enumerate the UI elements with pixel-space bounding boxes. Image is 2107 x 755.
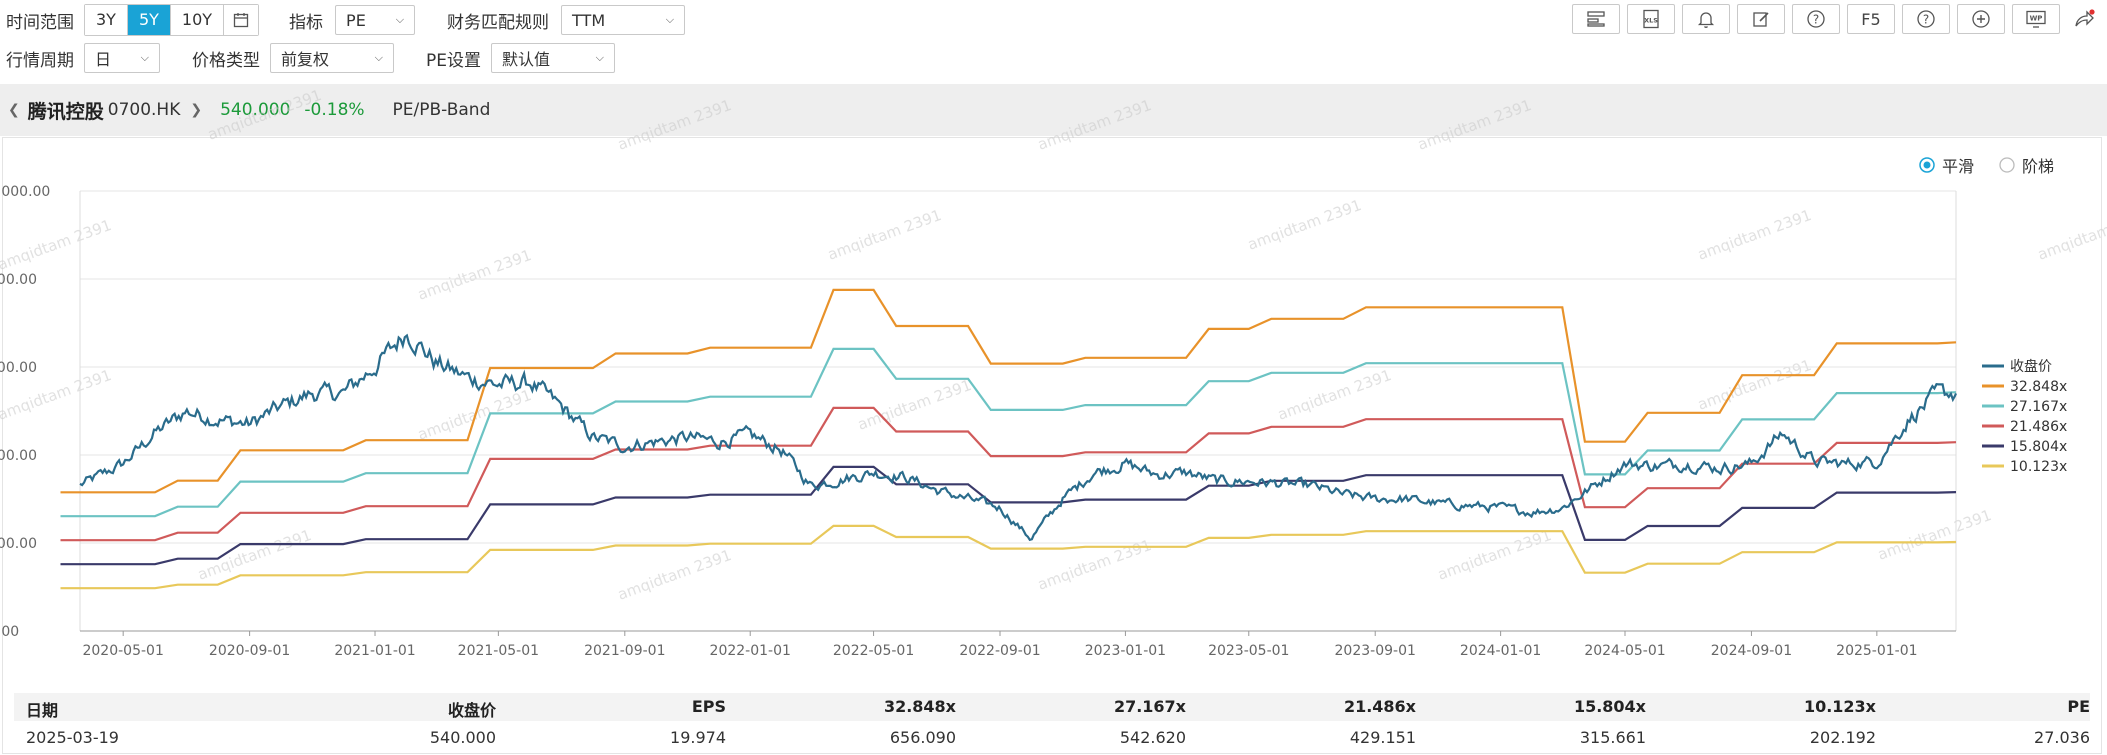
time-range-label: 时间范围 <box>6 12 74 33</box>
time-range-segment: 3Y 5Y 10Y <box>84 4 260 36</box>
price-type-label: 价格类型 <box>192 50 260 71</box>
row-date: 2025-03-19 <box>26 728 119 747</box>
chevron-down-icon: ⌵ <box>374 51 383 64</box>
stock-name: 腾讯控股 <box>27 100 104 123</box>
chevron-down-icon: ⌵ <box>395 13 405 26</box>
row-pe: 27.036 <box>2034 728 2090 747</box>
svg-text:?: ? <box>1813 13 1819 27</box>
indicator-select[interactable]: PE ⌵ <box>335 5 416 35</box>
share-icon[interactable] <box>2064 4 2104 34</box>
chart-panel <box>2 137 2102 754</box>
period-label: 行情周期 <box>6 50 74 71</box>
toolbar-row-2: 行情周期 日 ⌵ 价格类型 前复权 ⌵ PE设置 默认值 ⌵ <box>6 43 615 73</box>
col-eps-header: EPS <box>691 697 726 716</box>
table-row: 2025-03-19 540.000 19.974 656.090 542.62… <box>14 724 2090 752</box>
toolbar-row-1: 时间范围 3Y 5Y 10Y 指标 PE ⌵ 财务匹配规则 TTM ⌵ <box>6 4 686 36</box>
col-close-header: 收盘价 <box>447 701 496 720</box>
svg-text:WP: WP <box>2030 15 2043 23</box>
pe-setting-value: 默认值 <box>502 50 551 69</box>
col-band5-header: 10.123x <box>1803 697 1876 716</box>
period-select[interactable]: 日 ⌵ <box>84 43 160 73</box>
row-band1: 656.090 <box>889 728 956 747</box>
range-3y-button[interactable]: 3Y <box>85 5 128 35</box>
row-band3: 429.151 <box>1349 728 1416 747</box>
mode-radio-group: 平滑 阶梯 <box>1918 153 2054 177</box>
bell-icon[interactable] <box>1682 4 1730 34</box>
finance-rule-value: TTM <box>572 10 606 30</box>
calendar-icon[interactable] <box>224 5 259 35</box>
help-icon[interactable]: ? <box>1792 4 1840 34</box>
col-band2-header: 27.167x <box>1113 697 1186 716</box>
finance-rule-label: 财务匹配规则 <box>447 12 550 33</box>
question-icon[interactable]: ? <box>1902 4 1950 34</box>
chevron-down-icon: ⌵ <box>140 51 149 64</box>
breadcrumb: ❮ 腾讯控股 0700.HK ❯ 540.000 -0.18% PE/PB-Ba… <box>0 84 2107 136</box>
chevron-right-icon[interactable]: ❯ <box>190 102 203 118</box>
layout-icon[interactable] <box>1572 4 1620 34</box>
svg-text:?: ? <box>1923 13 1929 27</box>
table-header: 日期 收盘价 EPS 32.848x 27.167x 21.486x 15.80… <box>14 693 2090 721</box>
col-band3-header: 21.486x <box>1343 697 1416 716</box>
chevron-down-icon: ⌵ <box>665 13 675 26</box>
step-label: 阶梯 <box>2022 157 2055 176</box>
price-type-select[interactable]: 前复权 ⌵ <box>270 43 394 73</box>
smooth-label: 平滑 <box>1942 157 1975 176</box>
pe-setting-select[interactable]: 默认值 ⌵ <box>491 43 615 73</box>
stock-code: 0700.HK <box>107 100 181 120</box>
col-band1-header: 32.848x <box>883 697 956 716</box>
indicator-value: PE <box>346 10 366 30</box>
smooth-radio[interactable]: 平滑 <box>1918 153 1974 177</box>
step-radio[interactable]: 阶梯 <box>1998 153 2054 177</box>
col-band4-header: 15.804x <box>1573 697 1646 716</box>
refresh-f5-button[interactable]: F5 <box>1847 4 1895 34</box>
range-5y-button[interactable]: 5Y <box>127 5 171 35</box>
price-type-value: 前复权 <box>281 50 330 69</box>
row-close: 540.000 <box>429 728 496 747</box>
row-band2: 542.620 <box>1119 728 1186 747</box>
wp-export-icon[interactable]: WP <box>2012 4 2060 34</box>
f5-label: F5 <box>1861 9 1881 29</box>
finance-rule-select[interactable]: TTM ⌵ <box>561 5 686 35</box>
pe-setting-label: PE设置 <box>426 50 481 71</box>
row-band4: 315.661 <box>1579 728 1646 747</box>
col-pe-header: PE <box>2067 697 2090 716</box>
add-icon[interactable] <box>1957 4 2005 34</box>
export-excel-icon[interactable]: XLS <box>1627 4 1675 34</box>
period-value: 日 <box>95 50 112 69</box>
stock-price: 540.000 <box>220 100 291 120</box>
edit-icon[interactable] <box>1737 4 1785 34</box>
row-band5: 202.192 <box>1809 728 1876 747</box>
view-title: PE/PB-Band <box>392 100 491 120</box>
row-eps: 19.974 <box>670 728 726 747</box>
stock-change: -0.18% <box>304 100 365 120</box>
chevron-down-icon: ⌵ <box>595 51 604 64</box>
col-date-header: 日期 <box>26 701 59 720</box>
range-10y-button[interactable]: 10Y <box>170 5 225 35</box>
svg-text:XLS: XLS <box>1644 17 1658 25</box>
indicator-label: 指标 <box>289 12 324 33</box>
chevron-left-icon[interactable]: ❮ <box>8 102 20 118</box>
